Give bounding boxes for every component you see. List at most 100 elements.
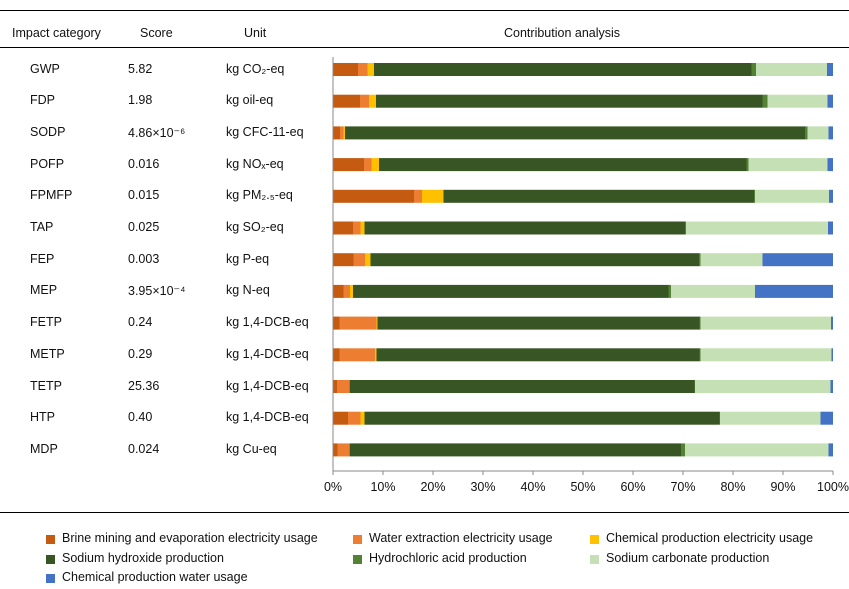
legend-label: Hydrochloric acid production [369,551,527,565]
x-tick-label: 20% [420,480,445,494]
row-score: 3.95×10⁻⁴ [128,284,186,299]
bar-segment-fep-5 [700,253,763,267]
row-category: METP [30,346,65,361]
legend-swatch [46,555,55,564]
bar-segment-fetp-6 [831,316,833,330]
header-score: Score [140,26,173,40]
bar-segment-pofp-0 [333,158,364,172]
bar-segment-sodp-5 [807,126,829,140]
row-category: HTP [30,410,55,425]
bar-segment-tap-3 [364,221,685,235]
x-tick-label: 30% [470,480,495,494]
bar-segment-gwp-1 [358,63,368,76]
bar-segment-mep-2 [350,284,353,298]
bar-segment-fep-4 [699,253,701,267]
row-score: 0.003 [128,251,160,266]
row-unit: kg CFC-11-eq [226,124,304,139]
legend-label: Chemical production electricity usage [606,531,814,545]
bar-segment-sodp-2 [343,126,345,140]
bar-segment-tap-2 [360,221,365,235]
bar-segment-sodp-0 [333,126,340,140]
bar-segment-pofp-4 [746,158,749,172]
bar-segment-fep-3 [370,253,699,267]
legend-swatch [353,555,362,564]
bar-segment-fdp-4 [762,94,768,108]
bar-segment-pofp-5 [748,158,828,172]
row-category: TAP [30,220,54,234]
bar-segment-htp-5 [720,411,821,425]
bar-segment-fpmfp-2 [422,189,444,203]
row-score: 25.36 [128,378,160,393]
bar-segment-fpmfp-3 [443,189,754,203]
bar-segment-pofp-6 [827,158,833,172]
legend-swatch [46,535,55,544]
bar-segment-fetp-0 [333,316,340,330]
row-score: 0.40 [128,410,153,425]
bar-segment-mdp-4 [681,443,685,457]
x-tick-label: 40% [520,480,545,494]
bar-segment-mdp-1 [337,443,349,457]
bar-segment-fep-2 [365,253,371,267]
legend-swatch [46,574,55,583]
bar-segment-htp-0 [333,411,348,425]
bar-segment-htp-6 [820,411,833,425]
bar-segment-mep-0 [333,284,344,298]
bar-segment-mdp-0 [333,443,338,457]
row-score: 4.86×10⁻⁶ [128,125,186,140]
bar-segment-tetp-6 [830,380,833,393]
bar-segment-tap-5 [686,221,828,235]
bar-segment-tap-4 [685,221,686,235]
row-category: SODP [30,124,66,139]
row-score: 5.82 [128,61,153,76]
bar-segment-metp-1 [339,348,375,362]
bar-segment-fdp-2 [369,94,376,108]
bar-segment-mep-1 [343,284,350,298]
row-unit: kg oil-eq [226,93,274,108]
bar-segment-tap-0 [333,221,353,235]
header-unit: Unit [244,26,267,40]
x-tick-label: 100% [817,480,849,494]
bar-segment-gwp-2 [367,63,374,76]
row-category: MEP [30,283,58,298]
bar-segment-fpmfp-0 [333,189,414,203]
x-tick-label: 50% [570,480,595,494]
bar-segment-gwp-5 [756,63,827,76]
row-unit: kg 1,4-DCB-eq [226,378,309,393]
row-unit: kg 1,4-DCB-eq [226,410,309,425]
bar-segment-fdp-6 [827,94,833,108]
x-tick-label: 80% [720,480,745,494]
bar-segment-fdp-1 [360,94,369,108]
row-unit: kg NOₓ-eq [226,156,284,171]
bar-segment-tetp-1 [337,380,349,393]
row-unit: kg CO₂-eq [226,61,285,76]
legend-label: Brine mining and evaporation electricity… [62,531,318,545]
row-unit: kg P-eq [226,251,270,266]
bar-segment-metp-6 [831,348,833,362]
row-score: 0.016 [128,156,160,171]
bar-segment-metp-0 [333,348,340,362]
bar-segment-gwp-0 [333,63,358,76]
bar-segment-metp-3 [376,348,700,362]
legend-label: Sodium hydroxide production [62,551,224,565]
bar-segment-fetp-4 [699,316,701,330]
bar-segment-pofp-3 [379,158,747,172]
bar-segment-gwp-6 [827,63,833,76]
header-contribution-analysis: Contribution analysis [504,26,621,40]
row-unit: kg SO₂-eq [226,220,284,234]
bar-segment-fep-0 [333,253,354,267]
row-category: FEP [30,251,55,266]
x-tick-label: 90% [770,480,795,494]
bar-segment-metp-4 [699,348,701,362]
bar-segment-fpmfp-4 [754,189,755,203]
bar-segment-tetp-5 [695,380,831,393]
bar-segment-fetp-2 [376,316,378,330]
bar-segment-fetp-1 [339,316,377,330]
legend-swatch [590,535,599,544]
bar-segment-fpmfp-5 [755,189,829,203]
legend-swatch [590,555,599,564]
legend-label: Sodium carbonate production [606,551,770,565]
bar-segment-fetp-3 [377,316,700,330]
bar-segment-mep-6 [755,284,833,298]
bar-segment-fdp-0 [333,94,360,108]
